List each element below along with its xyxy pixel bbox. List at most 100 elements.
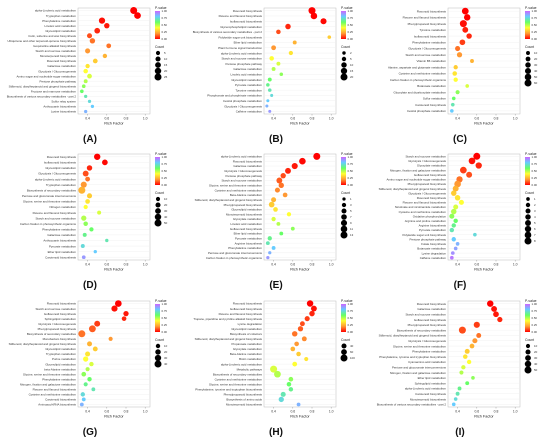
panel-label: (D) [83, 280, 97, 291]
x-tick-label: 0.4 [85, 410, 90, 414]
count-legend-dot [525, 56, 531, 62]
data-point [327, 35, 332, 39]
data-point [468, 157, 476, 165]
data-point [451, 237, 456, 242]
count-legend-dot [525, 208, 531, 214]
count-legend-dot [341, 343, 347, 349]
data-point [78, 186, 86, 194]
data-point [90, 104, 95, 109]
pathway-label: Linoleic acid metabolism [45, 24, 77, 28]
data-point [459, 20, 467, 28]
pathway-label: beta-Alanine metabolism [44, 367, 76, 371]
data-point [497, 316, 503, 323]
count-legend-label: 60 [350, 350, 354, 354]
pathway-label: Glycerolipid metabolism [45, 347, 76, 351]
count-legend-label: 8 [534, 239, 536, 243]
data-point [282, 192, 288, 198]
panel-label: (G) [83, 427, 97, 438]
count-legend-dot [524, 360, 532, 368]
count-legend-label: 60 [534, 81, 538, 85]
data-point [463, 14, 471, 21]
data-point [299, 157, 306, 165]
count-legend-label: 50 [534, 368, 538, 372]
pathway-label: alpha-Linolenic acid metabolism [221, 362, 263, 366]
count-legend-label: 2 [534, 203, 536, 207]
pathway-label: Flavonoid biosynthesis [233, 9, 263, 13]
data-point [102, 159, 108, 166]
count-legend-label: 5 [164, 51, 166, 55]
data-point [270, 93, 274, 97]
data-point [299, 321, 305, 327]
x-tick-label: 0.4 [271, 117, 276, 121]
data-point [286, 212, 292, 217]
pathway-label: Isoflavonoid biosynthesis [230, 19, 263, 23]
data-point [271, 66, 276, 71]
pathway-label: Metabolic pathways [237, 367, 263, 371]
pathway-label: Flavone and flavonol biosynthesis [219, 14, 263, 18]
pathway-label: Phenylalanine metabolism [412, 350, 446, 354]
pathway-label: Alanine, aspartate and glutamate metabol… [388, 65, 447, 69]
data-point [453, 246, 458, 251]
pathway-label: Nitrogen, fixation and galactose metabol… [390, 168, 447, 172]
pvalue-tick-label: 0.00 [162, 183, 168, 187]
data-point [87, 341, 93, 347]
pathway-label: Flavone and flavonol biosynthesis [403, 16, 447, 20]
pathway-label: Glycolysis / Gluconeogenesis [224, 169, 262, 173]
pathway-label: Cysteine and methionine metabolism [29, 393, 77, 397]
count-legend-label: 30 [534, 63, 538, 67]
data-point [271, 197, 277, 203]
x-tick-label: 0.4 [271, 263, 276, 267]
data-point [308, 7, 316, 15]
count-legend-label: 4 [534, 215, 536, 219]
data-point [82, 170, 89, 177]
count-legend-dot [524, 231, 532, 239]
data-point [459, 39, 466, 46]
pathway-label: Monoterpenoid biosynthesis [226, 212, 263, 216]
count-legend-dot [340, 231, 348, 239]
data-point [121, 316, 127, 321]
data-point [487, 300, 494, 307]
pathway-label: Starch and sucrose metabolism [222, 179, 263, 183]
pathway-label: Inositol phosphate metabolism [407, 109, 447, 113]
data-point [304, 356, 309, 362]
pathway-label: Lysine biosynthesis [51, 110, 77, 114]
count-legend-dot [155, 56, 161, 62]
x-tick-label: 0.6 [474, 410, 479, 414]
pvalue-tick-label: 0.50 [532, 169, 538, 173]
data-point [134, 12, 141, 19]
data-point [453, 204, 459, 210]
pathway-label: Monoterpenoid biosynthesis [226, 403, 263, 407]
pathway-label: Isoflavonoid biosynthesis [230, 307, 263, 311]
pvalue-colorbar [341, 11, 346, 39]
x-tick-label: 0.4 [455, 117, 460, 121]
data-point [288, 376, 294, 382]
data-point [85, 48, 91, 54]
panel-label: (C) [453, 134, 467, 145]
data-point [306, 300, 314, 307]
pvalue-tick-label: 1.00 [532, 9, 538, 13]
count-legend-label: 3 [534, 209, 536, 213]
count-legend-label: 15 [164, 63, 168, 67]
pathway-label: Flavonoid biosynthesis [47, 59, 77, 63]
count-legend-dot [525, 349, 531, 355]
pathway-label: Ether lipid metabolism [234, 41, 263, 45]
data-point [311, 305, 317, 312]
pvalue-tick-label: 0.50 [162, 23, 168, 27]
count-legend-title: Count [155, 45, 164, 49]
pvalue-tick-label: 0.50 [348, 23, 354, 27]
data-point [473, 152, 481, 160]
pathway-label: Glycerolipid metabolism [45, 362, 76, 366]
pathway-label: Biosynthesis of secondary metabolites [397, 328, 447, 332]
count-legend-label: 30 [164, 356, 168, 360]
data-point [81, 371, 87, 377]
count-legend-label: 20 [164, 203, 168, 207]
count-legend-label: 5 [534, 221, 536, 225]
pathway-label: Pentose phosphate pathway [226, 62, 263, 66]
data-point [285, 23, 291, 30]
data-point [455, 242, 460, 246]
pathway-label: Caffeine metabolism [236, 110, 263, 114]
x-tick-label: 1.0 [513, 117, 518, 121]
pvalue-colorbar [525, 304, 530, 332]
data-point [454, 195, 461, 201]
data-point [80, 89, 84, 94]
